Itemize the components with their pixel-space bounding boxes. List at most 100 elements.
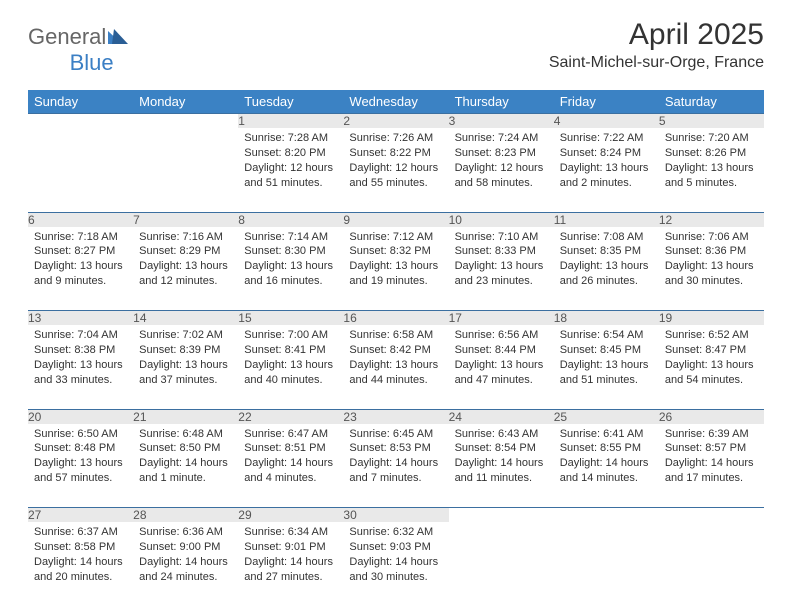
day-number: 15 xyxy=(238,311,343,326)
day-number: 5 xyxy=(659,114,764,129)
sunrise-text: Sunrise: 6:54 AM xyxy=(560,328,653,343)
daylight-text: Daylight: 13 hours and 33 minutes. xyxy=(34,358,127,388)
day-cell-content xyxy=(28,128,133,137)
daylight-text: Daylight: 13 hours and 23 minutes. xyxy=(455,259,548,289)
day-cell: Sunrise: 6:32 AMSunset: 9:03 PMDaylight:… xyxy=(343,522,448,606)
day-cell: Sunrise: 6:52 AMSunset: 8:47 PMDaylight:… xyxy=(659,325,764,409)
sunrise-text: Sunrise: 6:34 AM xyxy=(244,525,337,540)
day-cell-content xyxy=(133,128,238,137)
day-cell xyxy=(133,128,238,212)
day-number xyxy=(449,508,554,523)
col-sunday: Sunday xyxy=(28,90,133,114)
day-cell: Sunrise: 6:48 AMSunset: 8:50 PMDaylight:… xyxy=(133,424,238,508)
sunrise-text: Sunrise: 6:41 AM xyxy=(560,427,653,442)
week-content-row: Sunrise: 6:37 AMSunset: 8:58 PMDaylight:… xyxy=(28,522,764,606)
day-cell: Sunrise: 6:47 AMSunset: 8:51 PMDaylight:… xyxy=(238,424,343,508)
day-cell-content xyxy=(554,522,659,531)
sunrise-text: Sunrise: 7:22 AM xyxy=(560,131,653,146)
daylight-text: Daylight: 13 hours and 57 minutes. xyxy=(34,456,127,486)
day-number: 6 xyxy=(28,212,133,227)
day-number: 12 xyxy=(659,212,764,227)
day-cell: Sunrise: 7:10 AMSunset: 8:33 PMDaylight:… xyxy=(449,227,554,311)
week-content-row: Sunrise: 7:18 AMSunset: 8:27 PM Daylight:… xyxy=(28,227,764,311)
daylight-text: Daylight: 12 hours and 51 minutes. xyxy=(244,161,337,191)
daylight-text: Daylight: 13 hours and 30 minutes. xyxy=(665,259,758,289)
week-content-row: Sunrise: 7:28 AMSunset: 8:20 PMDaylight:… xyxy=(28,128,764,212)
title-block: April 2025 Saint-Michel-sur-Orge, France xyxy=(549,18,764,72)
day-cell: Sunrise: 6:36 AMSunset: 9:00 PMDaylight:… xyxy=(133,522,238,606)
weekday-header-row: Sunday Monday Tuesday Wednesday Thursday… xyxy=(28,90,764,114)
week-content-row: Sunrise: 7:04 AMSunset: 8:38 PMDaylight:… xyxy=(28,325,764,409)
week-daynum-row: 20212223242526 xyxy=(28,409,764,424)
daylight-text: Daylight: 14 hours and 30 minutes. xyxy=(349,555,442,585)
day-cell: Sunrise: 7:22 AMSunset: 8:24 PMDaylight:… xyxy=(554,128,659,212)
day-number: 3 xyxy=(449,114,554,129)
day-cell-content: Sunrise: 6:54 AMSunset: 8:45 PMDaylight:… xyxy=(554,325,659,393)
sunset-text: Sunset: 8:32 PM xyxy=(349,244,442,259)
day-cell: Sunrise: 7:04 AMSunset: 8:38 PMDaylight:… xyxy=(28,325,133,409)
day-cell xyxy=(659,522,764,606)
day-number: 23 xyxy=(343,409,448,424)
day-number: 7 xyxy=(133,212,238,227)
day-cell: Sunrise: 7:14 AMSunset: 8:30 PMDaylight:… xyxy=(238,227,343,311)
day-cell-content: Sunrise: 7:00 AMSunset: 8:41 PMDaylight:… xyxy=(238,325,343,393)
sunset-text: Sunset: 8:29 PM xyxy=(139,244,232,259)
sunset-text: Sunset: 8:30 PM xyxy=(244,244,337,259)
day-cell-content: Sunrise: 7:06 AMSunset: 8:36 PMDaylight:… xyxy=(659,227,764,295)
day-cell-content: Sunrise: 6:47 AMSunset: 8:51 PMDaylight:… xyxy=(238,424,343,492)
day-cell: Sunrise: 7:06 AMSunset: 8:36 PMDaylight:… xyxy=(659,227,764,311)
col-wednesday: Wednesday xyxy=(343,90,448,114)
day-cell-content: Sunrise: 6:43 AMSunset: 8:54 PMDaylight:… xyxy=(449,424,554,492)
sunrise-text: Sunrise: 7:18 AM xyxy=(34,230,127,245)
day-number: 22 xyxy=(238,409,343,424)
day-number: 24 xyxy=(449,409,554,424)
day-cell-content: Sunrise: 7:18 AMSunset: 8:27 PMDaylight:… xyxy=(28,227,133,295)
sunset-text: Sunset: 8:47 PM xyxy=(665,343,758,358)
brand-logo: General xyxy=(28,24,130,50)
location-label: Saint-Michel-sur-Orge, France xyxy=(549,54,764,72)
day-cell: Sunrise: 6:58 AMSunset: 8:42 PMDaylight:… xyxy=(343,325,448,409)
daylight-text: Daylight: 13 hours and 51 minutes. xyxy=(560,358,653,388)
brand-part1: General xyxy=(28,24,106,50)
sunrise-text: Sunrise: 7:20 AM xyxy=(665,131,758,146)
day-number: 29 xyxy=(238,508,343,523)
logo-triangle-icon xyxy=(108,24,130,50)
sunrise-text: Sunrise: 7:14 AM xyxy=(244,230,337,245)
col-friday: Friday xyxy=(554,90,659,114)
day-cell-content: Sunrise: 6:34 AMSunset: 9:01 PMDaylight:… xyxy=(238,522,343,590)
sunrise-text: Sunrise: 7:28 AM xyxy=(244,131,337,146)
day-cell xyxy=(28,128,133,212)
calendar-page: General April 2025 Saint-Michel-sur-Orge… xyxy=(0,0,792,616)
sunrise-text: Sunrise: 6:47 AM xyxy=(244,427,337,442)
day-cell-content: Sunrise: 7:14 AMSunset: 8:30 PMDaylight:… xyxy=(238,227,343,295)
col-thursday: Thursday xyxy=(449,90,554,114)
day-cell-content: Sunrise: 6:37 AMSunset: 8:58 PMDaylight:… xyxy=(28,522,133,590)
day-cell-content: Sunrise: 7:16 AMSunset: 8:29 PMDaylight:… xyxy=(133,227,238,295)
day-cell-content: Sunrise: 6:52 AMSunset: 8:47 PMDaylight:… xyxy=(659,325,764,393)
day-cell: Sunrise: 6:34 AMSunset: 9:01 PMDaylight:… xyxy=(238,522,343,606)
brand-part2: Blue xyxy=(70,50,114,76)
daylight-text: Daylight: 13 hours and 37 minutes. xyxy=(139,358,232,388)
day-cell: Sunrise: 7:12 AMSunset: 8:32 PMDaylight:… xyxy=(343,227,448,311)
col-monday: Monday xyxy=(133,90,238,114)
daylight-text: Daylight: 13 hours and 40 minutes. xyxy=(244,358,337,388)
day-number: 26 xyxy=(659,409,764,424)
day-number: 2 xyxy=(343,114,448,129)
sunset-text: Sunset: 9:01 PM xyxy=(244,540,337,555)
day-number: 13 xyxy=(28,311,133,326)
day-cell: Sunrise: 6:45 AMSunset: 8:53 PMDaylight:… xyxy=(343,424,448,508)
day-cell xyxy=(554,522,659,606)
day-cell: Sunrise: 6:41 AMSunset: 8:55 PMDaylight:… xyxy=(554,424,659,508)
day-number: 19 xyxy=(659,311,764,326)
daylight-text: Daylight: 13 hours and 12 minutes. xyxy=(139,259,232,289)
sunrise-text: Sunrise: 7:12 AM xyxy=(349,230,442,245)
day-cell: Sunrise: 7:28 AMSunset: 8:20 PMDaylight:… xyxy=(238,128,343,212)
day-cell-content: Sunrise: 7:28 AMSunset: 8:20 PMDaylight:… xyxy=(238,128,343,196)
day-number: 14 xyxy=(133,311,238,326)
day-number xyxy=(554,508,659,523)
sunset-text: Sunset: 8:27 PM xyxy=(34,244,127,259)
sunrise-text: Sunrise: 6:58 AM xyxy=(349,328,442,343)
sunset-text: Sunset: 8:38 PM xyxy=(34,343,127,358)
day-number: 1 xyxy=(238,114,343,129)
daylight-text: Daylight: 13 hours and 44 minutes. xyxy=(349,358,442,388)
